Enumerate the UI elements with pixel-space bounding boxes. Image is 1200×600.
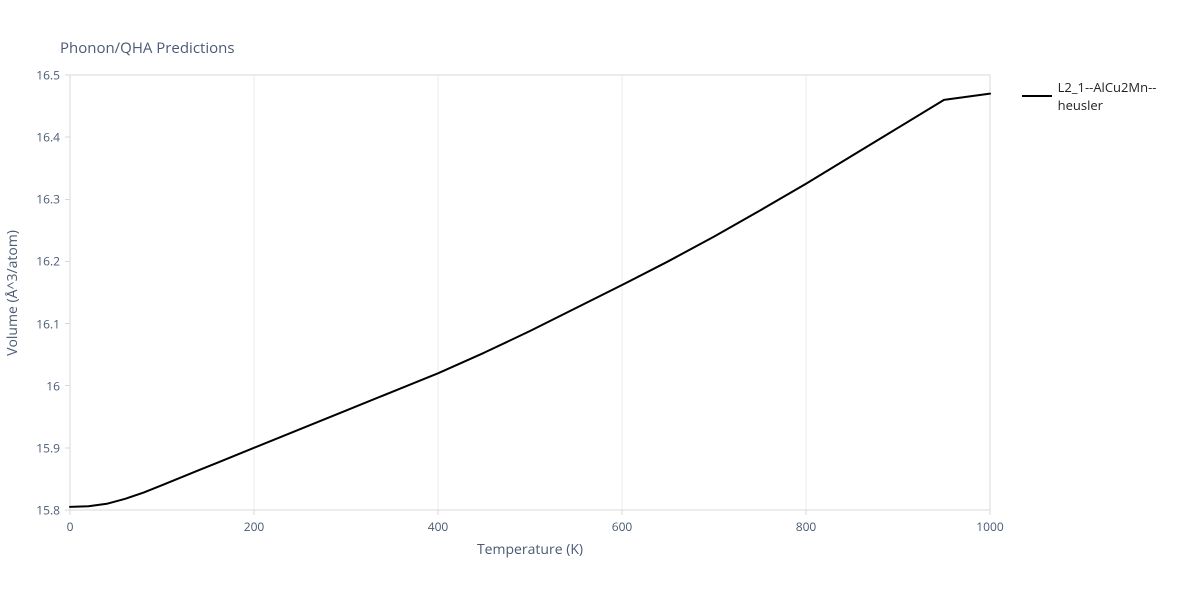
y-tick-label: 15.9 — [36, 439, 60, 456]
legend-swatch — [1022, 95, 1052, 97]
y-axis-label: Volume (Å^3/atom) — [3, 230, 22, 356]
y-tick-label: 16 — [46, 377, 60, 394]
legend-item[interactable]: L2_1--AlCu2Mn--heusler — [1022, 78, 1200, 114]
x-tick-label: 400 — [428, 518, 449, 535]
chart-container: Phonon/QHA Predictions 02004006008001000… — [0, 0, 1200, 600]
y-tick-label: 15.8 — [36, 502, 60, 519]
y-tick-label: 16.2 — [36, 253, 60, 270]
y-tick-label: 16.4 — [36, 129, 60, 146]
x-axis-label: Temperature (K) — [477, 540, 583, 559]
plot-svg — [0, 0, 1200, 600]
y-tick-label: 16.1 — [36, 315, 60, 332]
x-tick-label: 0 — [67, 518, 74, 535]
y-tick-label: 16.3 — [36, 191, 60, 208]
legend-label: L2_1--AlCu2Mn--heusler — [1058, 78, 1200, 114]
x-tick-label: 800 — [796, 518, 817, 535]
x-tick-label: 600 — [612, 518, 633, 535]
chart-legend: L2_1--AlCu2Mn--heusler — [1022, 78, 1200, 114]
x-tick-label: 200 — [244, 518, 265, 535]
x-tick-label: 1000 — [976, 518, 1003, 535]
y-tick-label: 16.5 — [36, 67, 60, 84]
